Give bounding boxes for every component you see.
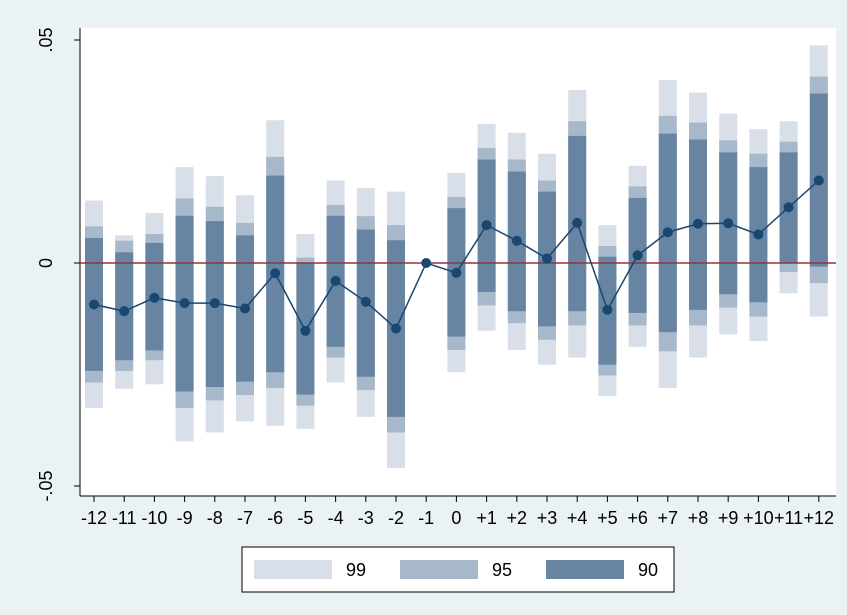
x-tick-label: -9 xyxy=(177,508,193,528)
estimate-point xyxy=(421,258,432,268)
x-tick-label: -2 xyxy=(388,508,404,528)
x-tick-label: 0 xyxy=(451,508,461,528)
x-tick-label: +5 xyxy=(597,508,618,528)
estimate-point xyxy=(89,299,99,310)
x-tick-label: -4 xyxy=(328,508,344,528)
estimate-point xyxy=(330,275,341,286)
x-tick-label: -6 xyxy=(267,508,283,528)
y-tick-label: 0 xyxy=(36,258,56,268)
estimate-point xyxy=(300,325,311,336)
legend-label-99: 99 xyxy=(346,560,366,580)
x-tick-label: -3 xyxy=(358,508,374,528)
legend-label-90: 90 xyxy=(638,560,658,580)
estimate-point xyxy=(813,175,824,186)
estimate-point xyxy=(542,253,552,264)
estimate-point xyxy=(753,229,764,240)
legend-swatch-99 xyxy=(254,560,332,579)
x-tick-label: +4 xyxy=(567,508,588,528)
x-tick-label: -5 xyxy=(297,508,313,528)
estimate-point xyxy=(270,268,281,279)
estimate-point xyxy=(632,250,643,261)
estimate-point xyxy=(693,218,703,229)
y-tick-label: .05 xyxy=(36,27,56,52)
estimate-point xyxy=(360,296,371,307)
legend-swatch-90 xyxy=(546,560,624,579)
estimate-point xyxy=(179,298,190,309)
x-tick-label: -7 xyxy=(237,508,253,528)
estimate-point xyxy=(783,202,794,213)
estimate-point xyxy=(662,227,673,238)
x-tick-label: -8 xyxy=(207,508,223,528)
estimate-point xyxy=(451,267,462,278)
x-tick-label: +3 xyxy=(537,508,558,528)
x-tick-label: +7 xyxy=(658,508,679,528)
estimate-point xyxy=(602,304,613,315)
x-tick-label: +8 xyxy=(688,508,709,528)
estimate-point xyxy=(209,298,220,309)
estimate-point xyxy=(723,218,734,229)
x-tick-label: +2 xyxy=(507,508,528,528)
estimate-point xyxy=(119,306,130,317)
estimate-point xyxy=(391,323,401,334)
estimate-point xyxy=(149,292,160,303)
estimate-point xyxy=(240,303,250,314)
estimate-point xyxy=(511,235,522,246)
x-tick-label: -12 xyxy=(81,508,107,528)
legend-label-95: 95 xyxy=(492,560,512,580)
estimate-point xyxy=(481,220,492,231)
x-tick-label: +6 xyxy=(627,508,648,528)
x-tick-label: -1 xyxy=(418,508,434,528)
x-tick-label: -10 xyxy=(141,508,167,528)
x-tick-label: +9 xyxy=(718,508,739,528)
x-tick-label: +12 xyxy=(804,508,835,528)
x-tick-label: +10 xyxy=(743,508,774,528)
estimate-point xyxy=(572,217,583,228)
legend-swatch-95 xyxy=(400,560,478,579)
x-tick-label: -11 xyxy=(112,508,137,528)
x-tick-label: +1 xyxy=(476,508,497,528)
x-tick-label: +11 xyxy=(774,508,803,528)
y-tick-label: -.05 xyxy=(36,470,56,501)
